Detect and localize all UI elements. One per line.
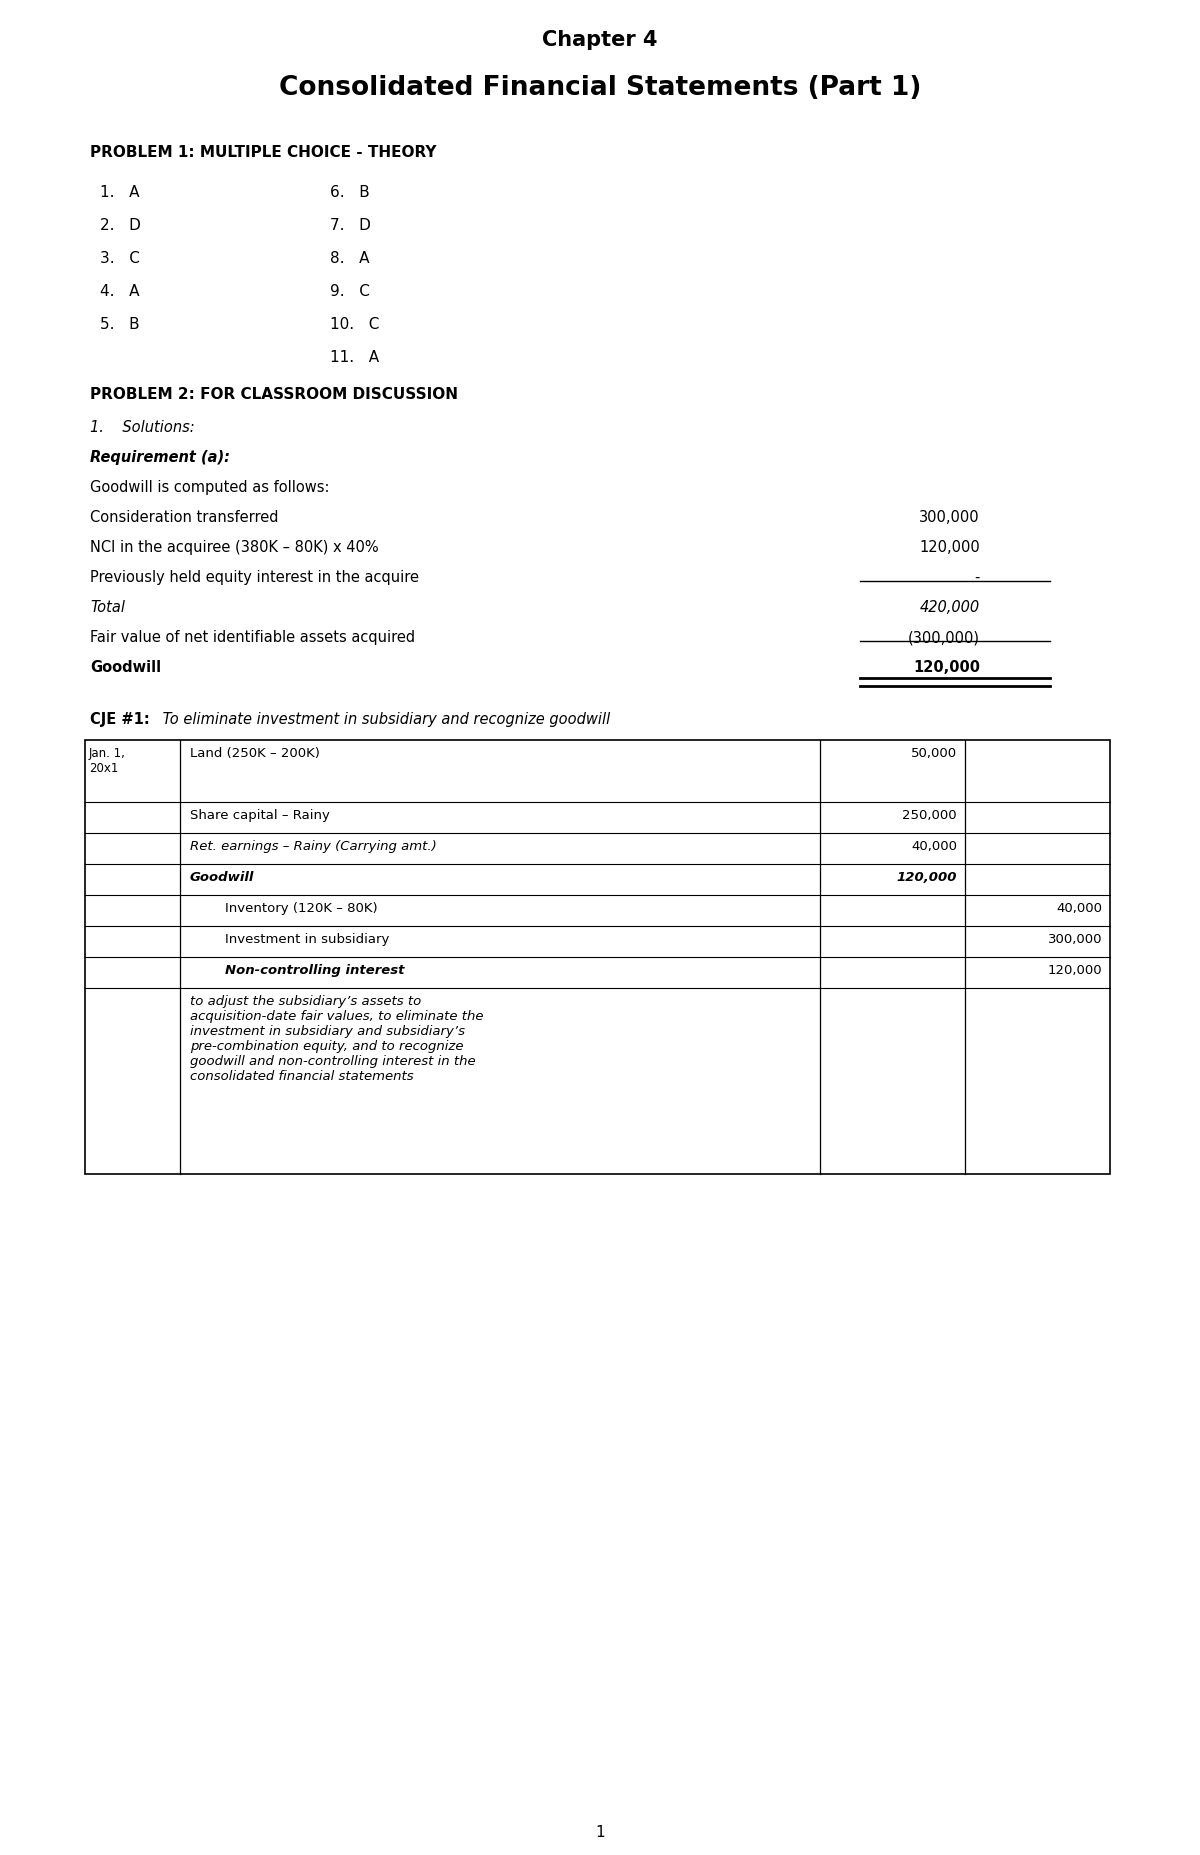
Text: 300,000: 300,000	[919, 510, 980, 525]
Text: To eliminate investment in subsidiary and recognize goodwill: To eliminate investment in subsidiary an…	[158, 712, 611, 727]
Text: 40,000: 40,000	[1056, 902, 1102, 915]
Text: 11.   A: 11. A	[330, 351, 379, 365]
Text: Investment in subsidiary: Investment in subsidiary	[226, 933, 389, 946]
Text: 1: 1	[595, 1825, 605, 1840]
Text: PROBLEM 1: MULTIPLE CHOICE - THEORY: PROBLEM 1: MULTIPLE CHOICE - THEORY	[90, 145, 437, 160]
Text: 120,000: 120,000	[896, 872, 958, 885]
Text: to adjust the subsidiary’s assets to
acquisition-date fair values, to eliminate : to adjust the subsidiary’s assets to acq…	[190, 994, 484, 1083]
Text: 50,000: 50,000	[911, 748, 958, 761]
Text: Consideration transferred: Consideration transferred	[90, 510, 278, 525]
Text: Goodwill is computed as follows:: Goodwill is computed as follows:	[90, 480, 330, 495]
Text: 120,000: 120,000	[1048, 965, 1102, 978]
Text: Fair value of net identifiable assets acquired: Fair value of net identifiable assets ac…	[90, 631, 415, 646]
Text: 9.   C: 9. C	[330, 284, 370, 299]
Text: Previously held equity interest in the acquire: Previously held equity interest in the a…	[90, 569, 419, 584]
Text: Land (250K – 200K): Land (250K – 200K)	[190, 748, 320, 761]
Text: 5.   B: 5. B	[100, 317, 139, 332]
Text: Goodwill: Goodwill	[90, 660, 161, 675]
Text: NCI in the acquiree (380K – 80K) x 40%: NCI in the acquiree (380K – 80K) x 40%	[90, 540, 379, 555]
Text: -: -	[974, 569, 980, 584]
Text: Share capital – Rainy: Share capital – Rainy	[190, 809, 330, 822]
Text: 40,000: 40,000	[911, 840, 958, 853]
Text: Inventory (120K – 80K): Inventory (120K – 80K)	[226, 902, 378, 915]
Text: 300,000: 300,000	[1048, 933, 1102, 946]
Text: Non-controlling interest: Non-controlling interest	[226, 965, 404, 978]
Text: 7.   D: 7. D	[330, 219, 371, 234]
Text: 8.   A: 8. A	[330, 250, 370, 265]
Text: 3.   C: 3. C	[100, 250, 140, 265]
Text: 4.   A: 4. A	[100, 284, 139, 299]
Text: Total: Total	[90, 599, 125, 616]
Text: 2.   D: 2. D	[100, 219, 140, 234]
Text: Goodwill: Goodwill	[190, 872, 254, 885]
Text: 1.    Solutions:: 1. Solutions:	[90, 419, 194, 436]
Text: Consolidated Financial Statements (Part 1): Consolidated Financial Statements (Part …	[278, 74, 922, 100]
Text: PROBLEM 2: FOR CLASSROOM DISCUSSION: PROBLEM 2: FOR CLASSROOM DISCUSSION	[90, 388, 458, 403]
Text: Chapter 4: Chapter 4	[542, 30, 658, 50]
Text: 6.   B: 6. B	[330, 186, 370, 200]
Text: (300,000): (300,000)	[908, 631, 980, 646]
Text: 420,000: 420,000	[920, 599, 980, 616]
Text: 120,000: 120,000	[913, 660, 980, 675]
Bar	[85, 740, 1110, 1174]
Text: 120,000: 120,000	[919, 540, 980, 555]
Text: 250,000: 250,000	[902, 809, 958, 822]
Text: Jan. 1,
20x1: Jan. 1, 20x1	[89, 748, 126, 775]
Text: Ret. earnings – Rainy (Carrying amt.): Ret. earnings – Rainy (Carrying amt.)	[190, 840, 437, 853]
Text: 1.   A: 1. A	[100, 186, 139, 200]
Text: CJE #1:: CJE #1:	[90, 712, 150, 727]
Text: 10.   C: 10. C	[330, 317, 379, 332]
Text: Requirement (a):: Requirement (a):	[90, 451, 230, 466]
